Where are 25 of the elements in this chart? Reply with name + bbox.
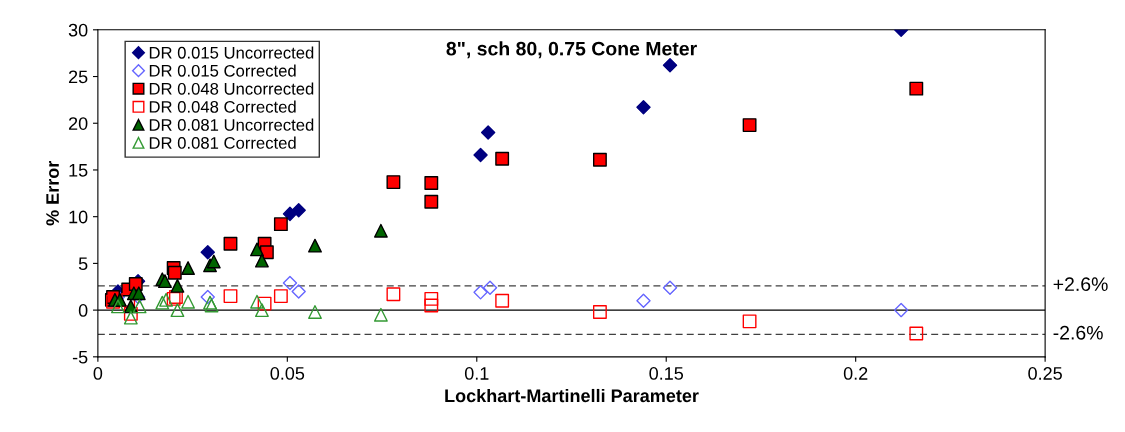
x-tick-label: 0.1 [464, 367, 489, 380]
y-tick-label: 0 [78, 304, 88, 317]
x-tick-label: 0 [93, 367, 103, 380]
legend-label: DR 0.081 Corrected [149, 136, 296, 149]
legend-label: DR 0.081 Uncorrected [149, 118, 314, 131]
x-tick-label: 0.15 [649, 367, 684, 380]
y-tick-label: 10 [69, 210, 88, 224]
x-tick-label: 0.2 [843, 367, 868, 380]
legend-label: DR 0.048 Uncorrected [149, 82, 314, 95]
legend-label: DR 0.048 Corrected [149, 100, 296, 113]
y-tick-label: 25 [68, 70, 88, 84]
ref-line-label: -2.6% [1053, 325, 1103, 340]
y-axis-title: % Error [46, 160, 59, 226]
x-tick-label: 0.25 [1028, 367, 1062, 380]
y-tick-label: -5 [72, 350, 88, 364]
y-tick-label: 30 [68, 23, 88, 37]
x-tick-label: 0.05 [270, 367, 305, 380]
y-tick-label: 15 [69, 164, 88, 177]
text: 8", sch 80, 0.75 Cone Meter [446, 41, 697, 59]
y-tick-label: 5 [78, 257, 88, 271]
y-tick-label: 20 [68, 117, 88, 130]
ref-line-label: +2.6% [1053, 277, 1108, 292]
legend-label: DR 0.015 Uncorrected [149, 46, 314, 59]
x-axis-title: Lockhart-Martinelli Parameter [445, 388, 699, 403]
legend-label: DR 0.015 Corrected [149, 64, 296, 77]
